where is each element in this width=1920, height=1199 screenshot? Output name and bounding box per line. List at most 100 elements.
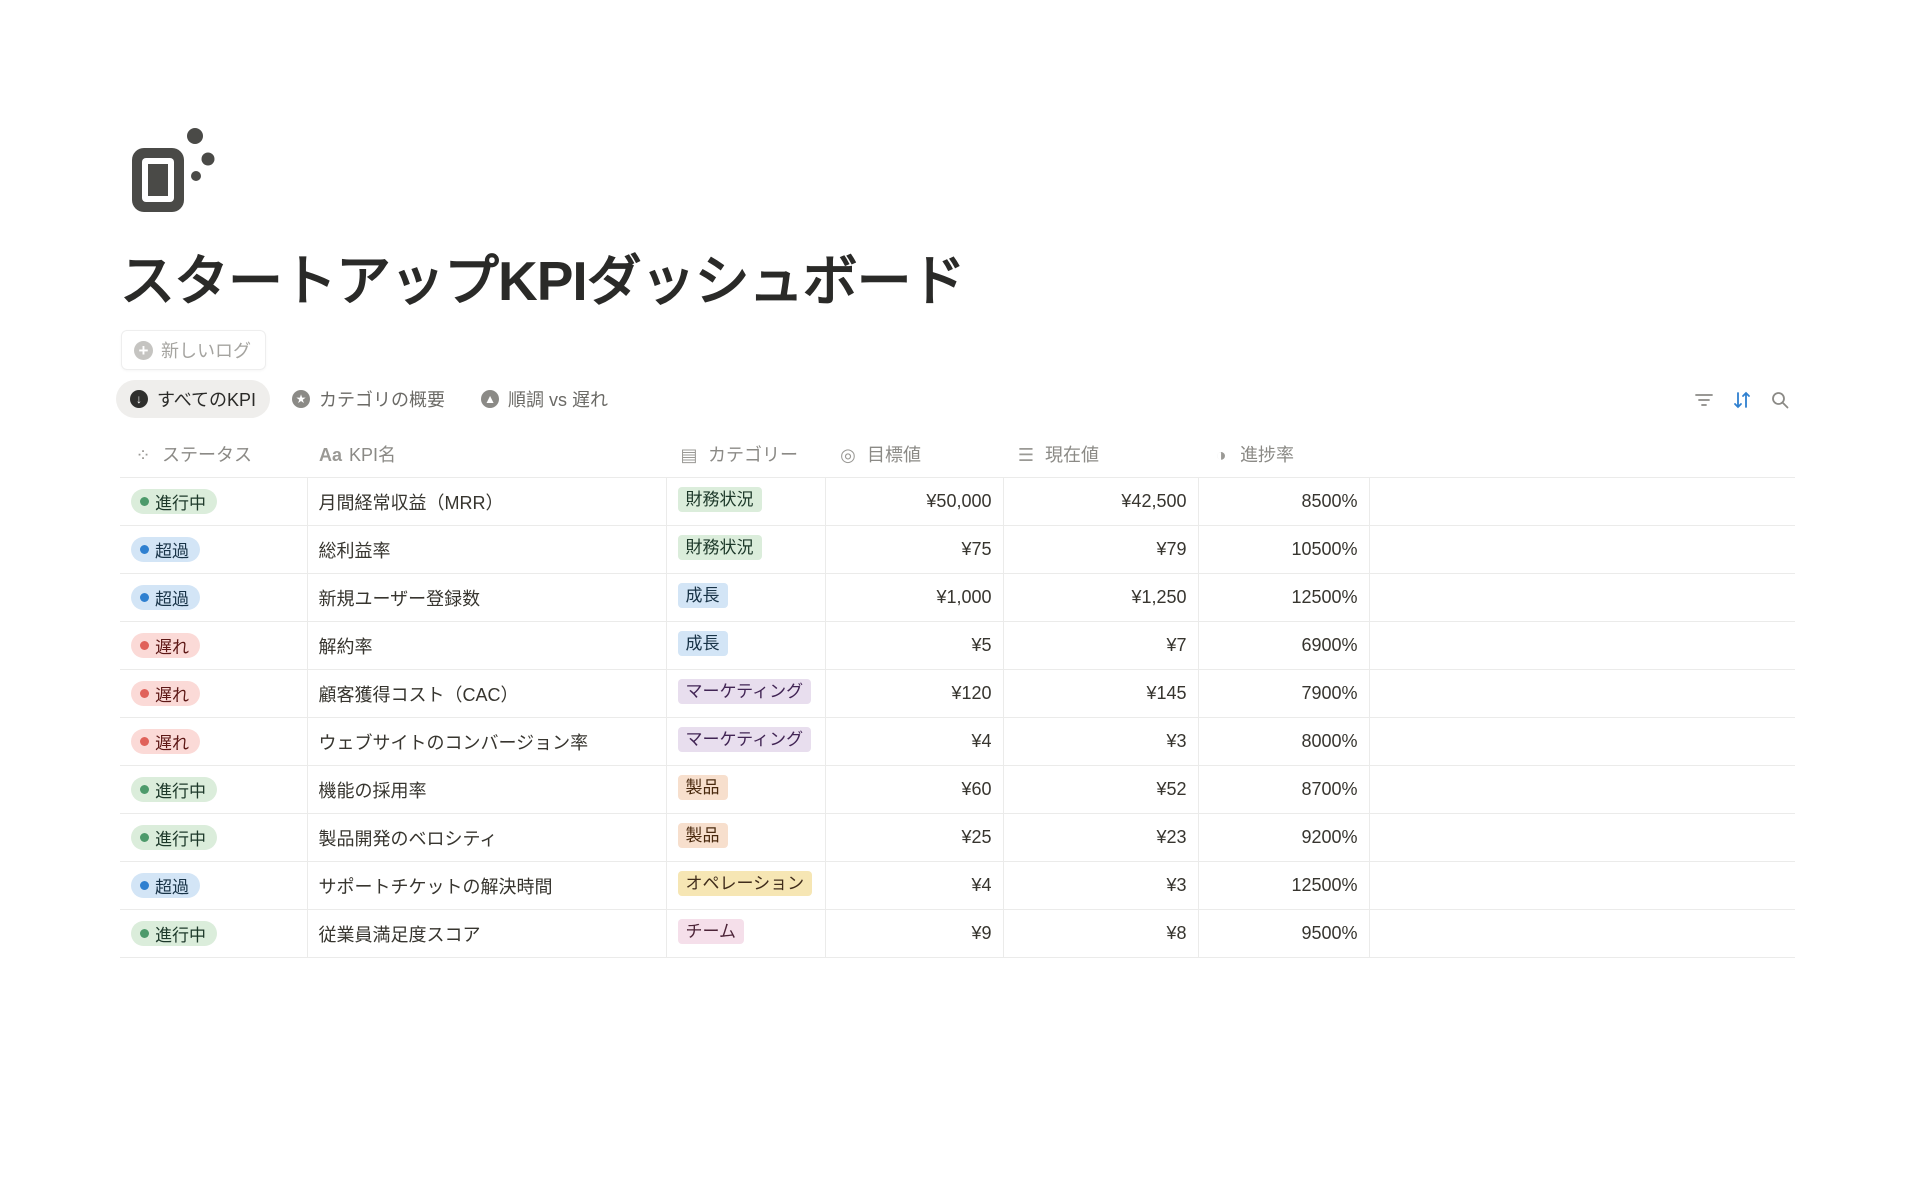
- kpi-name-cell[interactable]: サポートチケットの解決時間: [307, 861, 667, 910]
- category-cell[interactable]: 成長: [666, 573, 826, 622]
- table-row[interactable]: 進行中 製品開発のベロシティ 製品 ¥25 ¥23 9200%: [120, 813, 1795, 862]
- status-cell[interactable]: 超過: [120, 525, 308, 574]
- category-cell[interactable]: 財務状況: [666, 477, 826, 526]
- column-header-kpi-name[interactable]: Aa KPI名: [307, 431, 666, 478]
- kpi-name-cell[interactable]: 解約率: [307, 621, 667, 670]
- progress-cell[interactable]: 9200%: [1198, 813, 1370, 862]
- progress-cell[interactable]: 12500%: [1198, 861, 1370, 910]
- current-cell[interactable]: ¥23: [1003, 813, 1199, 862]
- category-cell[interactable]: オペレーション: [666, 861, 826, 910]
- category-cell[interactable]: マーケティング: [666, 669, 826, 718]
- target-cell[interactable]: ¥5: [825, 621, 1004, 670]
- kpi-name-cell[interactable]: ウェブサイトのコンバージョン率: [307, 717, 667, 766]
- status-dot-icon: [140, 593, 149, 602]
- progress-cell[interactable]: 8500%: [1198, 477, 1370, 526]
- table-row[interactable]: 遅れ 解約率 成長 ¥5 ¥7 6900%: [120, 621, 1795, 670]
- target-cell[interactable]: ¥9: [825, 909, 1004, 958]
- status-badge: 進行中: [131, 489, 217, 514]
- status-cell[interactable]: 遅れ: [120, 717, 308, 766]
- progress-cell[interactable]: 6900%: [1198, 621, 1370, 670]
- arrow-down-circle-icon: ↓: [130, 390, 148, 408]
- status-badge: 進行中: [131, 921, 217, 946]
- kpi-name-cell[interactable]: 従業員満足度スコア: [307, 909, 667, 958]
- kpi-name-cell[interactable]: 製品開発のベロシティ: [307, 813, 667, 862]
- category-cell[interactable]: 財務状況: [666, 525, 826, 574]
- progress-cell[interactable]: 9500%: [1198, 909, 1370, 958]
- table-row[interactable]: 進行中 機能の採用率 製品 ¥60 ¥52 8700%: [120, 765, 1795, 814]
- status-dot-icon: [140, 833, 149, 842]
- column-header-target[interactable]: ◎ 目標値: [825, 431, 1003, 478]
- kpi-name-cell[interactable]: 新規ユーザー登録数: [307, 573, 667, 622]
- progress-cell[interactable]: 8700%: [1198, 765, 1370, 814]
- current-cell[interactable]: ¥79: [1003, 525, 1199, 574]
- progress-cell[interactable]: 7900%: [1198, 669, 1370, 718]
- table-header: ⁘ ステータス Aa KPI名 ▤ カテゴリー ◎ 目標値 ☰ 現在値 ◑ 進捗率: [120, 431, 1795, 478]
- status-cell[interactable]: 進行中: [120, 477, 308, 526]
- category-cell[interactable]: 成長: [666, 621, 826, 670]
- current-cell[interactable]: ¥3: [1003, 717, 1199, 766]
- current-cell[interactable]: ¥145: [1003, 669, 1199, 718]
- target-cell[interactable]: ¥4: [825, 717, 1004, 766]
- tab-label: すべてのKPI: [157, 390, 257, 410]
- star-circle-icon: ★: [292, 390, 311, 408]
- kpi-name-cell[interactable]: 顧客獲得コスト（CAC）: [307, 669, 667, 718]
- category-tag: 製品: [677, 822, 728, 848]
- filter-icon[interactable]: [1694, 388, 1714, 412]
- table-row[interactable]: 超過 サポートチケットの解決時間 オペレーション ¥4 ¥3 12500%: [120, 861, 1795, 910]
- target-cell[interactable]: ¥60: [825, 765, 1004, 814]
- target-cell[interactable]: ¥1,000: [825, 573, 1004, 622]
- search-icon[interactable]: [1770, 388, 1790, 412]
- kpi-name-cell[interactable]: 機能の採用率: [307, 765, 667, 814]
- current-cell[interactable]: ¥1,250: [1003, 573, 1199, 622]
- empty-cell: [1369, 621, 1795, 670]
- column-header-empty: [1369, 431, 1795, 478]
- category-cell[interactable]: マーケティング: [666, 717, 826, 766]
- text-icon: Aa: [319, 445, 343, 465]
- category-cell[interactable]: チーム: [666, 909, 826, 958]
- progress-cell[interactable]: 10500%: [1198, 525, 1370, 574]
- column-header-progress[interactable]: ◑ 進捗率: [1198, 431, 1369, 478]
- category-tag: 財務状況: [677, 486, 762, 512]
- status-cell[interactable]: 遅れ: [120, 621, 308, 670]
- status-cell[interactable]: 超過: [120, 573, 308, 622]
- column-header-current[interactable]: ☰ 現在値: [1003, 431, 1198, 478]
- status-cell[interactable]: 進行中: [120, 765, 308, 814]
- tab-category-overview[interactable]: ★ カテゴリの概要: [278, 380, 459, 418]
- progress-cell[interactable]: 12500%: [1198, 573, 1370, 622]
- category-cell[interactable]: 製品: [666, 813, 826, 862]
- status-cell[interactable]: 超過: [120, 861, 308, 910]
- status-dot-icon: [140, 497, 149, 506]
- tab-all-kpi[interactable]: ↓ すべてのKPI: [116, 380, 271, 418]
- tab-on-track-vs-behind[interactable]: ▲ 順調 vs 遅れ: [467, 380, 622, 418]
- column-header-category[interactable]: ▤ カテゴリー: [666, 431, 825, 478]
- target-cell[interactable]: ¥4: [825, 861, 1004, 910]
- new-log-button[interactable]: + 新しいログ: [121, 330, 266, 370]
- table-row[interactable]: 進行中 従業員満足度スコア チーム ¥9 ¥8 9500%: [120, 909, 1795, 958]
- target-cell[interactable]: ¥25: [825, 813, 1004, 862]
- empty-cell: [1369, 573, 1795, 622]
- status-cell[interactable]: 進行中: [120, 909, 308, 958]
- current-cell[interactable]: ¥42,500: [1003, 477, 1199, 526]
- target-cell[interactable]: ¥75: [825, 525, 1004, 574]
- category-tag: 財務状況: [677, 534, 762, 560]
- current-cell[interactable]: ¥52: [1003, 765, 1199, 814]
- category-cell[interactable]: 製品: [666, 765, 826, 814]
- table-row[interactable]: 遅れ 顧客獲得コスト（CAC） マーケティング ¥120 ¥145 7900%: [120, 669, 1795, 718]
- status-cell[interactable]: 進行中: [120, 813, 308, 862]
- progress-cell[interactable]: 8000%: [1198, 717, 1370, 766]
- kpi-name-cell[interactable]: 月間経常収益（MRR）: [307, 477, 667, 526]
- current-cell[interactable]: ¥7: [1003, 621, 1199, 670]
- table-row[interactable]: 遅れ ウェブサイトのコンバージョン率 マーケティング ¥4 ¥3 8000%: [120, 717, 1795, 766]
- table-row[interactable]: 進行中 月間経常収益（MRR） 財務状況 ¥50,000 ¥42,500 8500%: [120, 477, 1795, 526]
- table-row[interactable]: 超過 新規ユーザー登録数 成長 ¥1,000 ¥1,250 12500%: [120, 573, 1795, 622]
- target-cell[interactable]: ¥120: [825, 669, 1004, 718]
- empty-cell: [1369, 813, 1795, 862]
- column-header-status[interactable]: ⁘ ステータス: [120, 431, 307, 478]
- current-cell[interactable]: ¥8: [1003, 909, 1199, 958]
- sort-icon[interactable]: [1732, 388, 1752, 412]
- target-cell[interactable]: ¥50,000: [825, 477, 1004, 526]
- current-cell[interactable]: ¥3: [1003, 861, 1199, 910]
- kpi-name-cell[interactable]: 総利益率: [307, 525, 667, 574]
- table-row[interactable]: 超過 総利益率 財務状況 ¥75 ¥79 10500%: [120, 525, 1795, 574]
- status-cell[interactable]: 遅れ: [120, 669, 308, 718]
